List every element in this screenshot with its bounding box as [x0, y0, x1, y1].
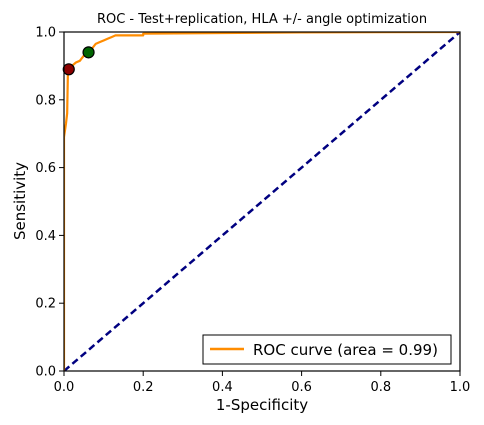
y-tick-label: 0.8 [35, 93, 56, 108]
y-axis-label: Sensitivity [11, 162, 29, 240]
y-tick-label: 0.0 [35, 365, 56, 380]
x-tick-label: 0.6 [291, 380, 312, 395]
legend: ROC curve (area = 0.99) [202, 334, 452, 365]
chart-title: ROC - Test+replication, HLA +/- angle op… [97, 12, 427, 27]
x-tick-label: 0.4 [212, 380, 233, 395]
x-tick-label: 0.0 [54, 380, 75, 395]
x-tick-label: 0.8 [370, 380, 391, 395]
y-tick-label: 0.6 [35, 161, 56, 176]
x-tick-label: 0.2 [133, 380, 154, 395]
x-tick-label: 1.0 [450, 380, 471, 395]
threshold-marker-1 [62, 63, 75, 76]
y-tick-label: 0.2 [35, 297, 56, 312]
y-tick-label: 1.0 [35, 26, 56, 41]
roc-curve-line [64, 32, 460, 371]
x-axis-label: 1-Specificity [216, 396, 308, 414]
legend-box [202, 334, 452, 365]
threshold-marker-2 [82, 46, 95, 59]
legend-label: ROC curve (area = 0.99) [253, 341, 438, 359]
chance-diagonal-line [64, 32, 460, 371]
y-tick-label: 0.4 [35, 229, 56, 244]
plot-frame [63, 31, 461, 372]
